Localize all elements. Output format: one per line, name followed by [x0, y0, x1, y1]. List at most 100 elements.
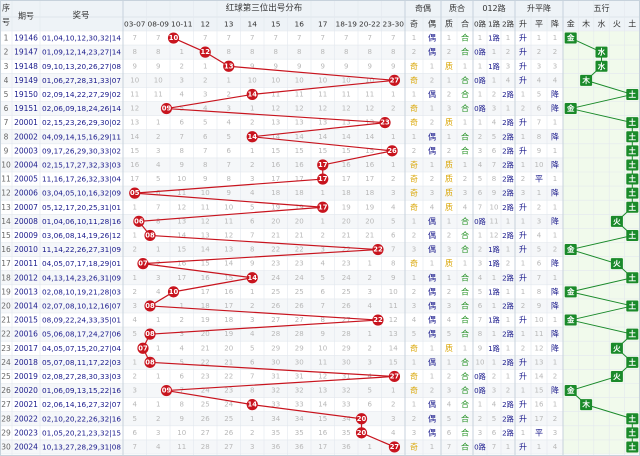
miss-count: 20: [365, 217, 374, 225]
miss-count: 3: [368, 288, 372, 296]
wuxing-value: 金: [566, 33, 575, 43]
miss-count: 11: [154, 90, 163, 98]
miss-count: 8: [321, 316, 325, 324]
value-ball: [388, 74, 401, 86]
row-seq: 1: [4, 34, 9, 43]
row-period: 20003: [14, 146, 38, 155]
odd-even-value: 偶: [428, 300, 436, 310]
wuxing-value: 土: [629, 188, 637, 198]
miss-count: 21: [295, 231, 304, 239]
wuxing-box: [626, 117, 639, 129]
odd-even-value: 奇: [410, 117, 418, 127]
miss-count: 11: [271, 90, 280, 98]
wuxing-box: [626, 229, 639, 241]
subheader-wuxing: 木: [582, 19, 590, 29]
row-seq: 21: [1, 316, 11, 325]
miss-count: 7: [180, 387, 184, 395]
trend-miss: 2: [521, 105, 525, 113]
route-value: 1路: [488, 344, 500, 353]
range-column-label: 20-22: [359, 20, 380, 29]
miss-count: 1: [133, 274, 137, 282]
miss-count: 6: [203, 133, 208, 141]
row-period: 20008: [14, 217, 38, 226]
row-band: [0, 439, 563, 454]
miss-count: 13: [389, 330, 398, 338]
row-period: 20020: [14, 386, 38, 395]
miss-count: 3: [180, 330, 184, 338]
prime-value: 质: [445, 343, 453, 353]
header-seq-2: 号: [2, 18, 10, 27]
miss-count: 1: [250, 105, 254, 113]
route-value: 2路: [502, 301, 514, 310]
value-ball: [386, 145, 398, 157]
row-period: 19151: [14, 104, 38, 113]
wuxing-value: 火: [613, 217, 621, 226]
trend-miss: 2: [553, 246, 557, 254]
row-draw: 02,09,14,22,27,29|02: [42, 90, 121, 99]
prime-miss: 5: [447, 330, 451, 338]
miss-count: 11: [318, 358, 327, 366]
value-label: 06: [134, 217, 144, 225]
wuxing-value: 土: [629, 300, 637, 310]
value-ball: [133, 215, 145, 227]
miss-count: 4: [180, 90, 185, 98]
wuxing-box: [626, 159, 639, 171]
route-value: 1路: [488, 62, 500, 71]
miss-count: 15: [342, 147, 351, 155]
odd-even-value: 偶: [428, 286, 436, 296]
odd-even-miss: 5: [412, 330, 416, 338]
miss-count: 36: [295, 443, 304, 451]
trend-miss: 1: [553, 401, 557, 409]
miss-count: 4: [391, 429, 396, 437]
miss-count: 7: [180, 133, 184, 141]
value-label: 12: [201, 48, 211, 56]
route-miss: 6: [478, 189, 483, 197]
trend-miss: 2: [537, 48, 541, 56]
row-draw: 04,05,07,17,18,29|01: [42, 259, 121, 268]
row-seq: 9: [4, 146, 9, 155]
route-miss: 1: [478, 401, 482, 409]
trend-miss: 3: [537, 217, 541, 225]
route-miss: 2: [506, 48, 510, 56]
row-band: [0, 411, 563, 426]
trend-miss: 8: [537, 133, 541, 141]
odd-even-miss: 2: [412, 415, 416, 423]
wuxing-value: 土: [629, 202, 637, 212]
miss-count: 15: [389, 358, 398, 366]
route-miss: 1: [492, 76, 496, 84]
miss-count: 5: [321, 274, 325, 282]
miss-count: 12: [342, 105, 351, 113]
miss-count: 2: [203, 76, 207, 84]
miss-count: 9: [391, 274, 395, 282]
prime-value: 合: [461, 131, 469, 141]
route-miss: 5: [492, 133, 496, 141]
value-ball: [355, 427, 368, 439]
miss-count: 16: [318, 429, 327, 437]
odd-even-miss: 2: [430, 119, 434, 127]
odd-even-value: 偶: [428, 244, 436, 254]
row-seq: 7: [4, 118, 9, 127]
odd-even-value: 奇: [410, 343, 418, 353]
miss-count: 20: [201, 330, 210, 338]
trend-value: 升: [519, 76, 527, 85]
miss-count: 15: [201, 260, 210, 268]
miss-count: 16: [130, 161, 139, 169]
miss-count: 9: [344, 62, 348, 70]
odd-even-value: 偶: [428, 47, 436, 57]
trend-miss: 2: [521, 175, 525, 183]
route-value: 2路: [502, 146, 514, 155]
trend-miss: 9: [537, 147, 541, 155]
trend-miss: 1: [537, 34, 541, 42]
row-period: 20012: [14, 273, 38, 282]
row-period: 20019: [14, 372, 38, 381]
odd-even-value: 奇: [410, 75, 418, 85]
miss-count: 8: [321, 48, 325, 56]
miss-count: 28: [295, 330, 304, 338]
value-ball: [388, 441, 401, 453]
row-period: 20018: [14, 358, 38, 367]
miss-count: 26: [295, 302, 304, 310]
route-miss: 8: [492, 175, 496, 183]
miss-count: 2: [250, 161, 254, 169]
value-label: 27: [390, 372, 400, 380]
